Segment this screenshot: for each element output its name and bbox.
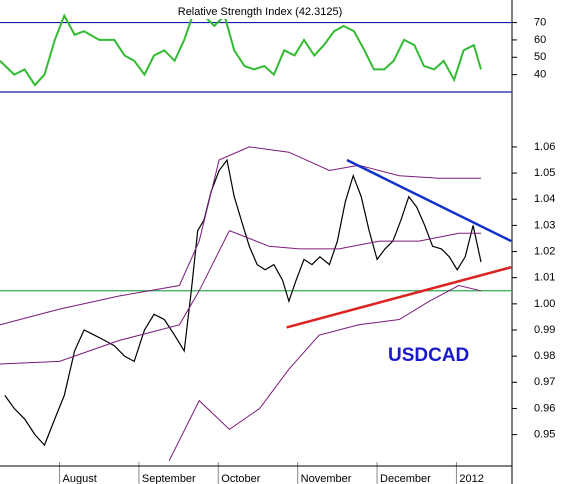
y-tick-label: 1.02 [534, 245, 555, 257]
chart-title: Relative Strength Index (42.3125) [178, 6, 343, 18]
y-tick-label: 0.97 [534, 376, 555, 388]
y-tick-label: 0.96 [534, 402, 555, 414]
y-tick-label: 1.05 [534, 167, 555, 179]
y-tick-label: 70 [534, 16, 546, 28]
y-tick-label: 0.99 [534, 324, 555, 336]
y-tick-label: 1.03 [534, 219, 555, 231]
trend-line [346, 158, 512, 243]
x-tick-label: 2012 [459, 473, 483, 484]
band-line [0, 229, 481, 365]
y-tick-label: 40 [534, 69, 546, 81]
price-line [4, 158, 482, 447]
x-tick-label: September [142, 473, 196, 484]
annotation: USDCAD [388, 345, 469, 366]
y-tick-label: 0.98 [534, 350, 555, 362]
y-tick-label: 1.01 [534, 272, 555, 284]
y-tick-label: 60 [534, 34, 546, 46]
price-line [0, 8, 482, 87]
band-line [0, 146, 481, 326]
x-tick-label: November [301, 473, 352, 484]
y-tick-label: 1.06 [534, 141, 555, 153]
x-tick-label: October [221, 473, 260, 484]
y-tick-label: 0.95 [534, 429, 555, 441]
trend-line [286, 265, 512, 329]
x-tick-label: December [380, 473, 431, 484]
title-bg [160, 4, 360, 19]
band-line [168, 284, 482, 462]
y-tick-label: 1.00 [534, 298, 555, 310]
y-tick-label: 50 [534, 51, 546, 63]
x-tick-label: August [63, 473, 97, 484]
y-tick-label: 1.04 [534, 193, 555, 205]
